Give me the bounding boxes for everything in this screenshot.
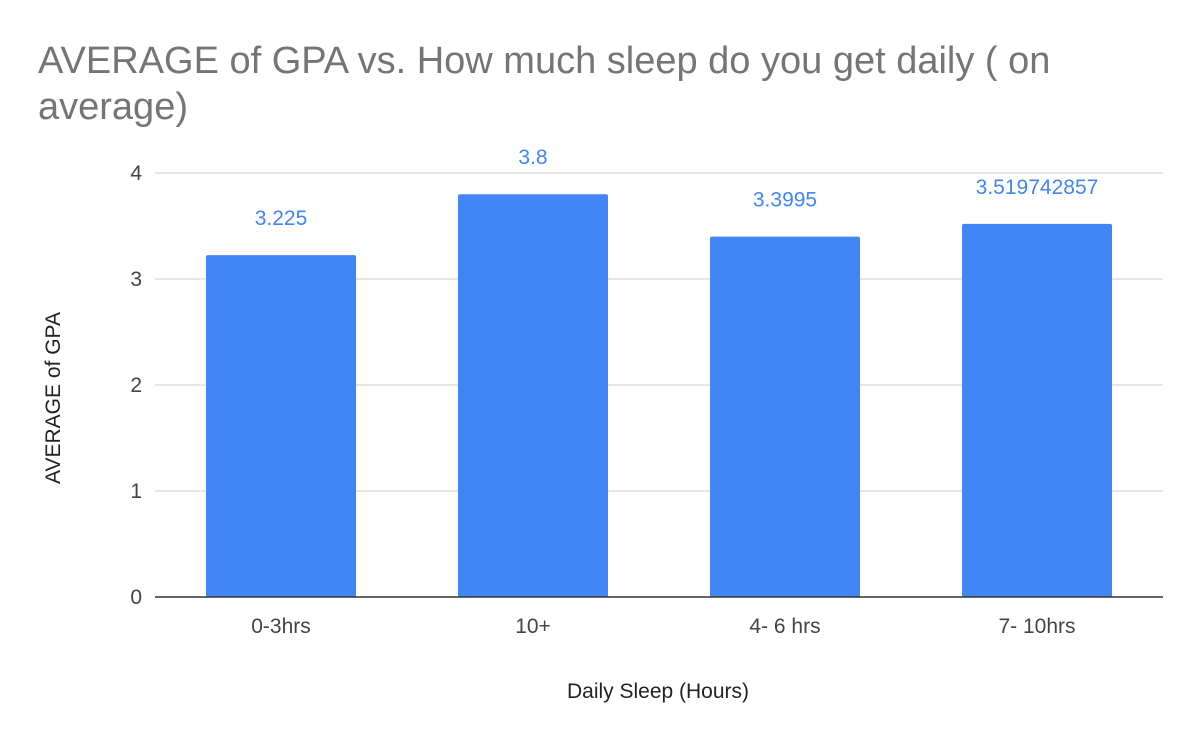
y-axis-title: AVERAGE of GPA — [42, 312, 65, 484]
bar — [206, 255, 356, 597]
x-tick-label: 7- 10hrs — [998, 615, 1075, 638]
data-label: 3.225 — [255, 207, 308, 230]
bar — [962, 223, 1112, 597]
x-tick-label: 10+ — [515, 615, 551, 638]
x-tick-label: 4- 6 hrs — [749, 615, 820, 638]
bar — [458, 194, 608, 597]
y-tick-labels: 0 1 2 3 4 — [130, 162, 142, 609]
data-labels: 3.225 3.8 3.3995 3.519742857 — [255, 146, 1099, 230]
x-tick-labels: 0-3hrs 10+ 4- 6 hrs 7- 10hrs — [251, 615, 1075, 638]
chart-title: AVERAGE of GPA vs. How much sleep do you… — [38, 40, 1051, 128]
y-tick-label: 2 — [130, 374, 142, 397]
x-tick-label: 0-3hrs — [251, 615, 311, 638]
x-axis-title: Daily Sleep (Hours) — [567, 680, 749, 703]
y-tick-label: 3 — [130, 268, 142, 291]
y-tick-label: 1 — [130, 480, 142, 503]
y-tick-label: 4 — [130, 162, 142, 185]
bar — [710, 236, 860, 597]
data-label: 3.8 — [518, 146, 547, 169]
data-label: 3.519742857 — [976, 176, 1099, 199]
y-tick-label: 0 — [130, 586, 142, 609]
data-label: 3.3995 — [753, 189, 817, 212]
bars — [206, 194, 1112, 597]
